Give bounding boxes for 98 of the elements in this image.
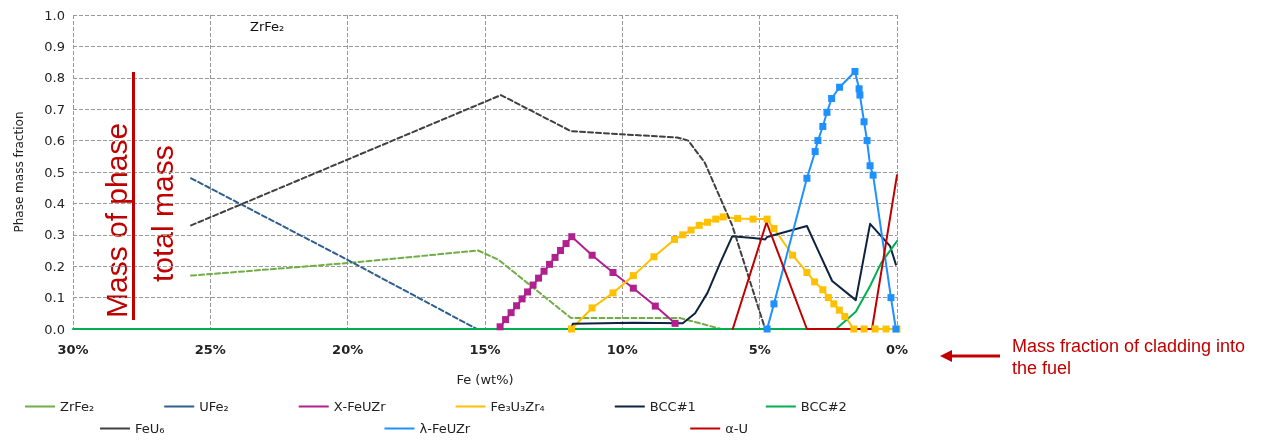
point xyxy=(629,272,637,280)
point xyxy=(811,148,819,156)
y-tick-label: 0.5 xyxy=(44,164,65,180)
point xyxy=(588,251,596,259)
point xyxy=(819,286,827,294)
point xyxy=(734,214,742,222)
y-tick-label: 0.9 xyxy=(44,38,65,54)
point xyxy=(524,288,532,296)
point xyxy=(629,284,637,292)
point xyxy=(887,294,895,302)
point xyxy=(609,268,617,276)
y-tick-label: 0.0 xyxy=(44,321,65,337)
point xyxy=(568,325,576,333)
legend-label: λ-FeUZr xyxy=(419,421,471,436)
legend-label: UFe₂ xyxy=(199,399,229,414)
text: Mass fraction of cladding into the fuel xyxy=(1012,336,1251,378)
point xyxy=(671,319,679,327)
point xyxy=(749,215,757,223)
point xyxy=(557,247,565,254)
point xyxy=(814,137,822,145)
x-tick-label: 10% xyxy=(606,342,638,357)
point xyxy=(588,304,596,312)
x-tick-label: 30% xyxy=(57,342,89,357)
y-tick-label: 0.7 xyxy=(44,101,65,117)
point xyxy=(823,108,831,116)
point xyxy=(650,253,658,261)
point xyxy=(513,302,521,310)
point xyxy=(770,300,778,308)
point xyxy=(869,171,877,179)
point xyxy=(546,260,554,268)
annotation: Mass of phase xyxy=(99,122,133,318)
y-tick-label: 0.6 xyxy=(44,133,65,149)
y-tick-label: 0.1 xyxy=(44,290,65,306)
point xyxy=(763,325,771,333)
point xyxy=(719,213,727,221)
point xyxy=(568,233,576,241)
point xyxy=(803,174,811,182)
x-tick-label: 20% xyxy=(332,342,364,357)
point xyxy=(835,306,843,314)
x-tick-label: 15% xyxy=(469,342,501,357)
y-tick-label: 1.0 xyxy=(44,7,65,23)
point xyxy=(803,268,811,276)
point xyxy=(770,225,778,233)
point xyxy=(819,122,827,130)
point xyxy=(529,281,537,289)
point xyxy=(496,323,504,331)
point xyxy=(712,215,720,223)
point xyxy=(679,231,687,239)
point xyxy=(562,240,570,248)
point xyxy=(671,236,679,244)
point xyxy=(695,221,703,229)
point xyxy=(502,316,510,324)
point xyxy=(836,83,844,91)
point xyxy=(763,215,771,223)
legend-label: BCC#2 xyxy=(800,399,847,414)
point xyxy=(651,302,659,310)
legend-label: α-U xyxy=(725,421,748,436)
x-tick-label: 25% xyxy=(194,342,226,357)
point xyxy=(871,325,879,333)
legend-label: Fe₃U₃Zr₄ xyxy=(490,399,545,414)
point xyxy=(828,95,836,103)
x-tick-label: 5% xyxy=(748,342,771,357)
legend-label: Χ-FeUZr xyxy=(333,399,387,414)
point xyxy=(551,253,559,261)
point xyxy=(863,137,871,145)
y-tick-label: 0.8 xyxy=(44,70,65,86)
point xyxy=(856,91,864,99)
point xyxy=(507,309,515,317)
point xyxy=(860,325,868,333)
y-axis-title: Phase mass fraction xyxy=(12,111,26,233)
point xyxy=(687,226,695,234)
x-tick-label: 0% xyxy=(885,342,909,357)
point xyxy=(609,289,617,297)
point xyxy=(830,300,838,308)
point xyxy=(860,118,868,126)
point xyxy=(841,312,849,320)
point xyxy=(518,295,526,303)
point xyxy=(850,325,858,333)
annotation: ZrFe₂ xyxy=(250,19,285,34)
point xyxy=(882,325,890,333)
line-series xyxy=(190,249,723,330)
legend-label: BCC#1 xyxy=(649,399,696,414)
y-tick-label: 0.4 xyxy=(44,195,65,211)
point xyxy=(540,267,548,275)
point xyxy=(855,85,863,93)
legend-label: FeU₆ xyxy=(135,421,165,436)
annotation: total mass xyxy=(145,145,179,282)
point xyxy=(824,294,832,302)
y-tick-label: 0.3 xyxy=(44,227,65,243)
x-axis-title: Fe (wt%) xyxy=(456,372,514,387)
point xyxy=(789,251,797,259)
point xyxy=(703,218,711,226)
point xyxy=(851,68,859,76)
y-tick-label: 0.2 xyxy=(44,258,65,274)
point xyxy=(866,162,874,170)
legend-label: ZrFe₂ xyxy=(60,399,95,414)
point xyxy=(811,278,819,286)
point xyxy=(535,274,543,282)
